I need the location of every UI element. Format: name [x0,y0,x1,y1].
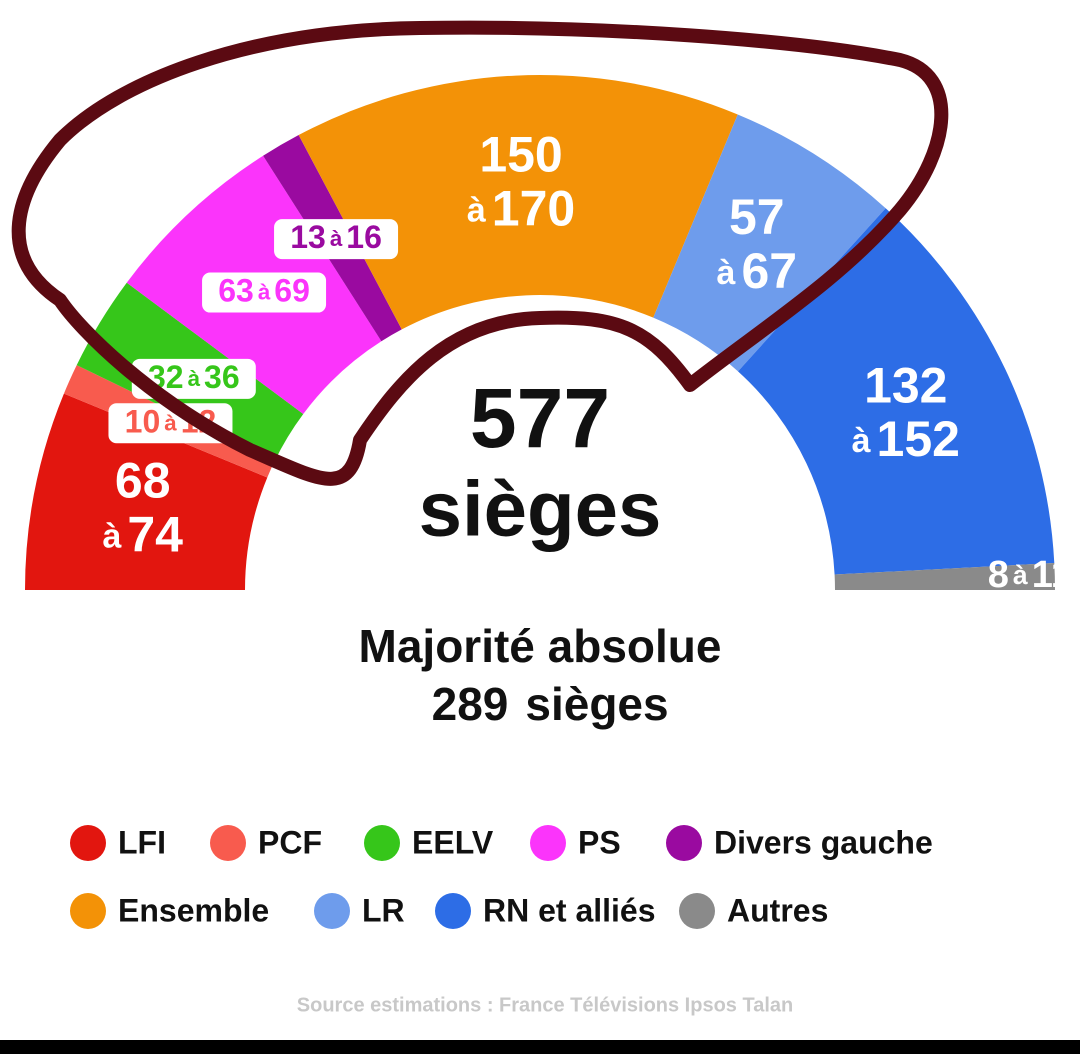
segment-label: 63 à 69 [202,272,327,313]
total-seats-word: sièges [419,465,662,553]
range-word: à [102,517,121,555]
legend-swatch [70,893,106,929]
legend-swatch [679,893,715,929]
range-high: 67 [741,243,797,299]
range-low: 132 [864,357,947,413]
segment-label: 13 à 16 [274,219,399,260]
range-word: à [330,226,343,251]
legend-swatch [435,893,471,929]
range-high: 11 [1032,554,1072,596]
legend-label: Ensemble [118,892,269,928]
legend-label: EELV [412,824,494,860]
range-word: à [258,279,271,304]
segment-label: 68à 74 [102,452,183,562]
range-word: à [467,191,486,229]
range-word: à [164,410,177,435]
legend-swatch [70,825,106,861]
range-high-line: à 74 [102,506,183,562]
bottom-bar [0,1040,1080,1054]
range-high: 36 [204,359,240,395]
range-high-line: à 170 [467,181,575,237]
seat-segment [298,75,738,330]
legend-label: PCF [258,824,322,860]
range-low: 13 [290,220,326,256]
range-word: à [188,366,201,391]
range-line: 8 à 11 [988,554,1072,596]
legend-label: PS [578,824,621,860]
range-word: à [1013,560,1028,590]
source: Source estimations : France Télévisions … [297,994,793,1016]
majority-value: 289 [432,678,509,730]
legend-swatch [210,825,246,861]
majority-word: sièges [525,678,668,730]
range-high: 69 [274,273,310,309]
range-high-line: à 67 [717,243,798,299]
majority-label: Majorité absolue [359,620,722,672]
range-line: 13 à 16 [290,220,382,256]
segment-label: 57à 67 [717,189,798,299]
legend-swatch [530,825,566,861]
segment-label: 8 à 11 [988,554,1072,596]
legend-label: RN et alliés [483,892,656,928]
legend-label: Autres [727,892,828,928]
label-pill [108,403,233,444]
seat-segment [737,208,1055,575]
range-high: 74 [127,506,183,562]
range-line: 63 à 69 [218,273,310,309]
range-low: 150 [479,127,562,183]
range-high: 16 [346,220,382,256]
segment-label: 10 à 12 [108,403,233,444]
legend-swatch [314,893,350,929]
legend-swatch [364,825,400,861]
range-word: à [852,422,871,460]
range-low: 10 [125,404,161,440]
range-low: 57 [729,189,785,245]
legend-swatch [666,825,702,861]
range-high-line: à 152 [852,411,960,467]
legend-label: LFI [118,824,166,860]
legend-label: Divers gauche [714,824,933,860]
seat-segment [25,393,268,590]
label-pill [274,219,399,260]
range-word: à [717,254,736,292]
total-seats: 577 [470,371,610,465]
range-high: 170 [492,181,575,237]
seat-segment [834,563,1055,590]
range-low: 68 [115,452,171,508]
range-low: 8 [988,554,1009,596]
hand-drawn-annotation [11,20,949,486]
range-low: 63 [218,273,254,309]
legend-label: LR [362,892,405,928]
range-high: 152 [877,411,960,467]
seat-segment [653,114,886,372]
label-pill [202,272,327,313]
